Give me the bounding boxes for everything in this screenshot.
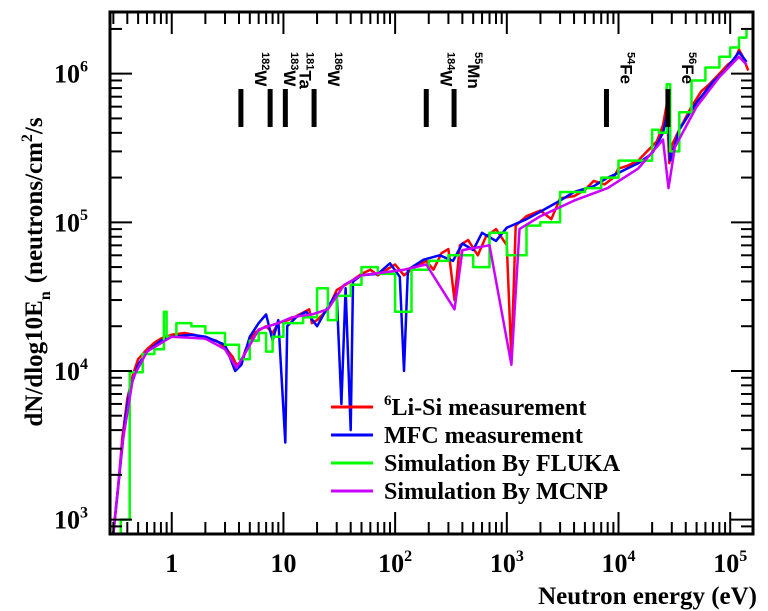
x-tick-label: 103: [490, 548, 524, 578]
marker-label-element: Mn: [464, 64, 483, 89]
marker-label-mass: 181: [303, 52, 315, 70]
legend-entry-name: Simulation By FLUKA: [384, 451, 621, 477]
marker-label: 184W: [436, 52, 456, 87]
tick-label-base: 10: [602, 549, 628, 578]
y-axis-label: dN/dlog10En (neutrons/cm2/s: [19, 117, 54, 426]
marker-label-element: W: [280, 70, 299, 87]
legend-entry-label: Simulation By MCNP: [384, 479, 608, 505]
marker-label-mass: 55: [472, 52, 484, 64]
tick-label-base: 10: [713, 549, 739, 578]
x-tick-label: 1: [165, 549, 178, 578]
tick-label-base: 10: [54, 60, 80, 89]
series-line: [113, 28, 748, 534]
tick-label-exponent: 3: [516, 548, 524, 565]
y-axis-label-units: (neutrons/cm: [21, 142, 48, 283]
plot-frame: [108, 10, 755, 536]
tick-label-base: 10: [378, 549, 404, 578]
tick-label-exponent: 5: [739, 548, 747, 565]
marker-label-element: W: [251, 70, 270, 87]
tick-label-exponent: 4: [628, 548, 636, 565]
tick-label-base: 10: [270, 549, 296, 578]
marker-label-element: W: [324, 70, 343, 87]
tick-label-exponent: 4: [80, 356, 88, 373]
marker-label-mass: 54: [624, 52, 636, 65]
marker-label: 186W: [324, 52, 344, 87]
legend-entry-name: MFC measurement: [384, 423, 583, 449]
y-axis-label-units-sup: 2: [19, 134, 36, 142]
series-layer: [112, 28, 750, 534]
marker-label-mass: 186: [332, 52, 344, 70]
tick-label-exponent: 6: [80, 58, 88, 75]
tick-label-base: 1: [165, 549, 178, 578]
marker-label-element: Fe: [678, 64, 697, 84]
axis-ticks: [110, 12, 753, 535]
marker-label-element: Fe: [616, 64, 635, 84]
tick-label-base: 10: [490, 549, 516, 578]
tick-label-base: 10: [54, 357, 80, 386]
y-axis-label-units-end: /s: [21, 117, 48, 135]
marker-label-mass: 182: [259, 52, 271, 70]
y-tick-label: 105: [54, 207, 88, 237]
marker-label: 183W: [280, 52, 300, 87]
legend-entry-label: MFC measurement: [384, 423, 583, 449]
x-tick-label: 105: [713, 548, 747, 578]
x-tick-label: 104: [602, 548, 636, 578]
marker-label: 54Fe: [616, 52, 636, 84]
tick-label-exponent: 3: [80, 504, 88, 521]
y-tick-label: 104: [54, 356, 88, 386]
series-line: [112, 55, 748, 534]
x-axis-label: Neutron energy (eV): [538, 583, 757, 610]
legend-entry-name: Simulation By MCNP: [384, 479, 608, 505]
legend-entry-label: 6Li-Si measurement: [384, 393, 586, 421]
y-tick-label: 103: [54, 504, 88, 534]
y-axis-label-sub: n: [37, 291, 54, 300]
legend-entry-sup: 6: [384, 393, 392, 409]
tick-label-exponent: 5: [80, 207, 88, 224]
marker-label-mass: 183: [288, 52, 300, 70]
marker-label-mass: 56: [686, 52, 698, 64]
x-tick-label: 102: [378, 548, 412, 578]
marker-label: 181Ta: [295, 52, 315, 89]
marker-label-element: W: [436, 70, 455, 87]
y-axis-label-main: dN/dlog10E: [21, 300, 48, 426]
marker-label-mass: 184: [444, 52, 456, 71]
legend-entry-name: Li-Si measurement: [392, 395, 587, 421]
tick-label-exponent: 2: [404, 548, 412, 565]
marker-label: 56Fe: [678, 52, 698, 84]
y-tick-label: 106: [54, 58, 88, 88]
marker-label-element: Ta: [295, 70, 314, 89]
tick-label-base: 10: [54, 506, 80, 535]
x-tick-label: 10: [270, 549, 296, 578]
marker-label: 182W: [251, 52, 271, 87]
marker-label: 55Mn: [464, 52, 484, 89]
legend-entry-label: Simulation By FLUKA: [384, 451, 621, 477]
tick-label-base: 10: [54, 208, 80, 237]
